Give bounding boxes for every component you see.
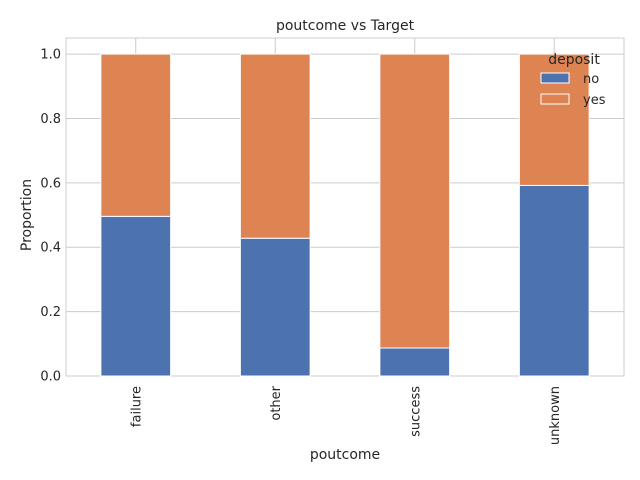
bar-yes-success	[379, 53, 451, 349]
y-tick-labels: 0.0 0.2 0.4 0.6 0.8 1.0	[40, 48, 61, 385]
y-tick-label: 0.0	[40, 370, 61, 385]
x-tick-label: failure	[129, 386, 144, 427]
legend-title: deposit	[548, 52, 600, 68]
x-tick-labels: failure other success unknown	[129, 385, 563, 445]
y-tick-label: 0.4	[40, 241, 61, 256]
chart-title: poutcome vs Target	[276, 18, 415, 34]
bar-yes-failure	[100, 53, 172, 217]
legend-items: no yes	[540, 72, 606, 108]
bar-no-unknown	[518, 184, 590, 377]
y-tick-label: 0.2	[40, 305, 61, 320]
x-tick-label: success	[408, 386, 423, 437]
bars-group	[100, 53, 590, 377]
y-tick-label: 0.8	[40, 112, 61, 127]
x-tick-label: unknown	[548, 386, 563, 445]
y-tick-label: 0.6	[40, 176, 61, 191]
bar-no-other	[239, 237, 311, 377]
y-tick-label: 1.0	[40, 48, 61, 63]
bar-no-failure	[100, 215, 172, 377]
x-axis-label: poutcome	[310, 447, 380, 463]
x-tick-label: other	[269, 385, 284, 420]
legend: deposit no yes	[540, 52, 606, 108]
legend-swatch-no	[540, 72, 570, 84]
y-axis-label: Proportion	[19, 179, 35, 251]
legend-swatch-yes	[540, 93, 570, 105]
plot-area-frame	[65, 37, 625, 377]
legend-label-no: no	[583, 72, 599, 87]
bar-yes-other	[239, 53, 311, 239]
legend-label-yes: yes	[583, 93, 606, 108]
bar-no-success	[379, 347, 451, 377]
